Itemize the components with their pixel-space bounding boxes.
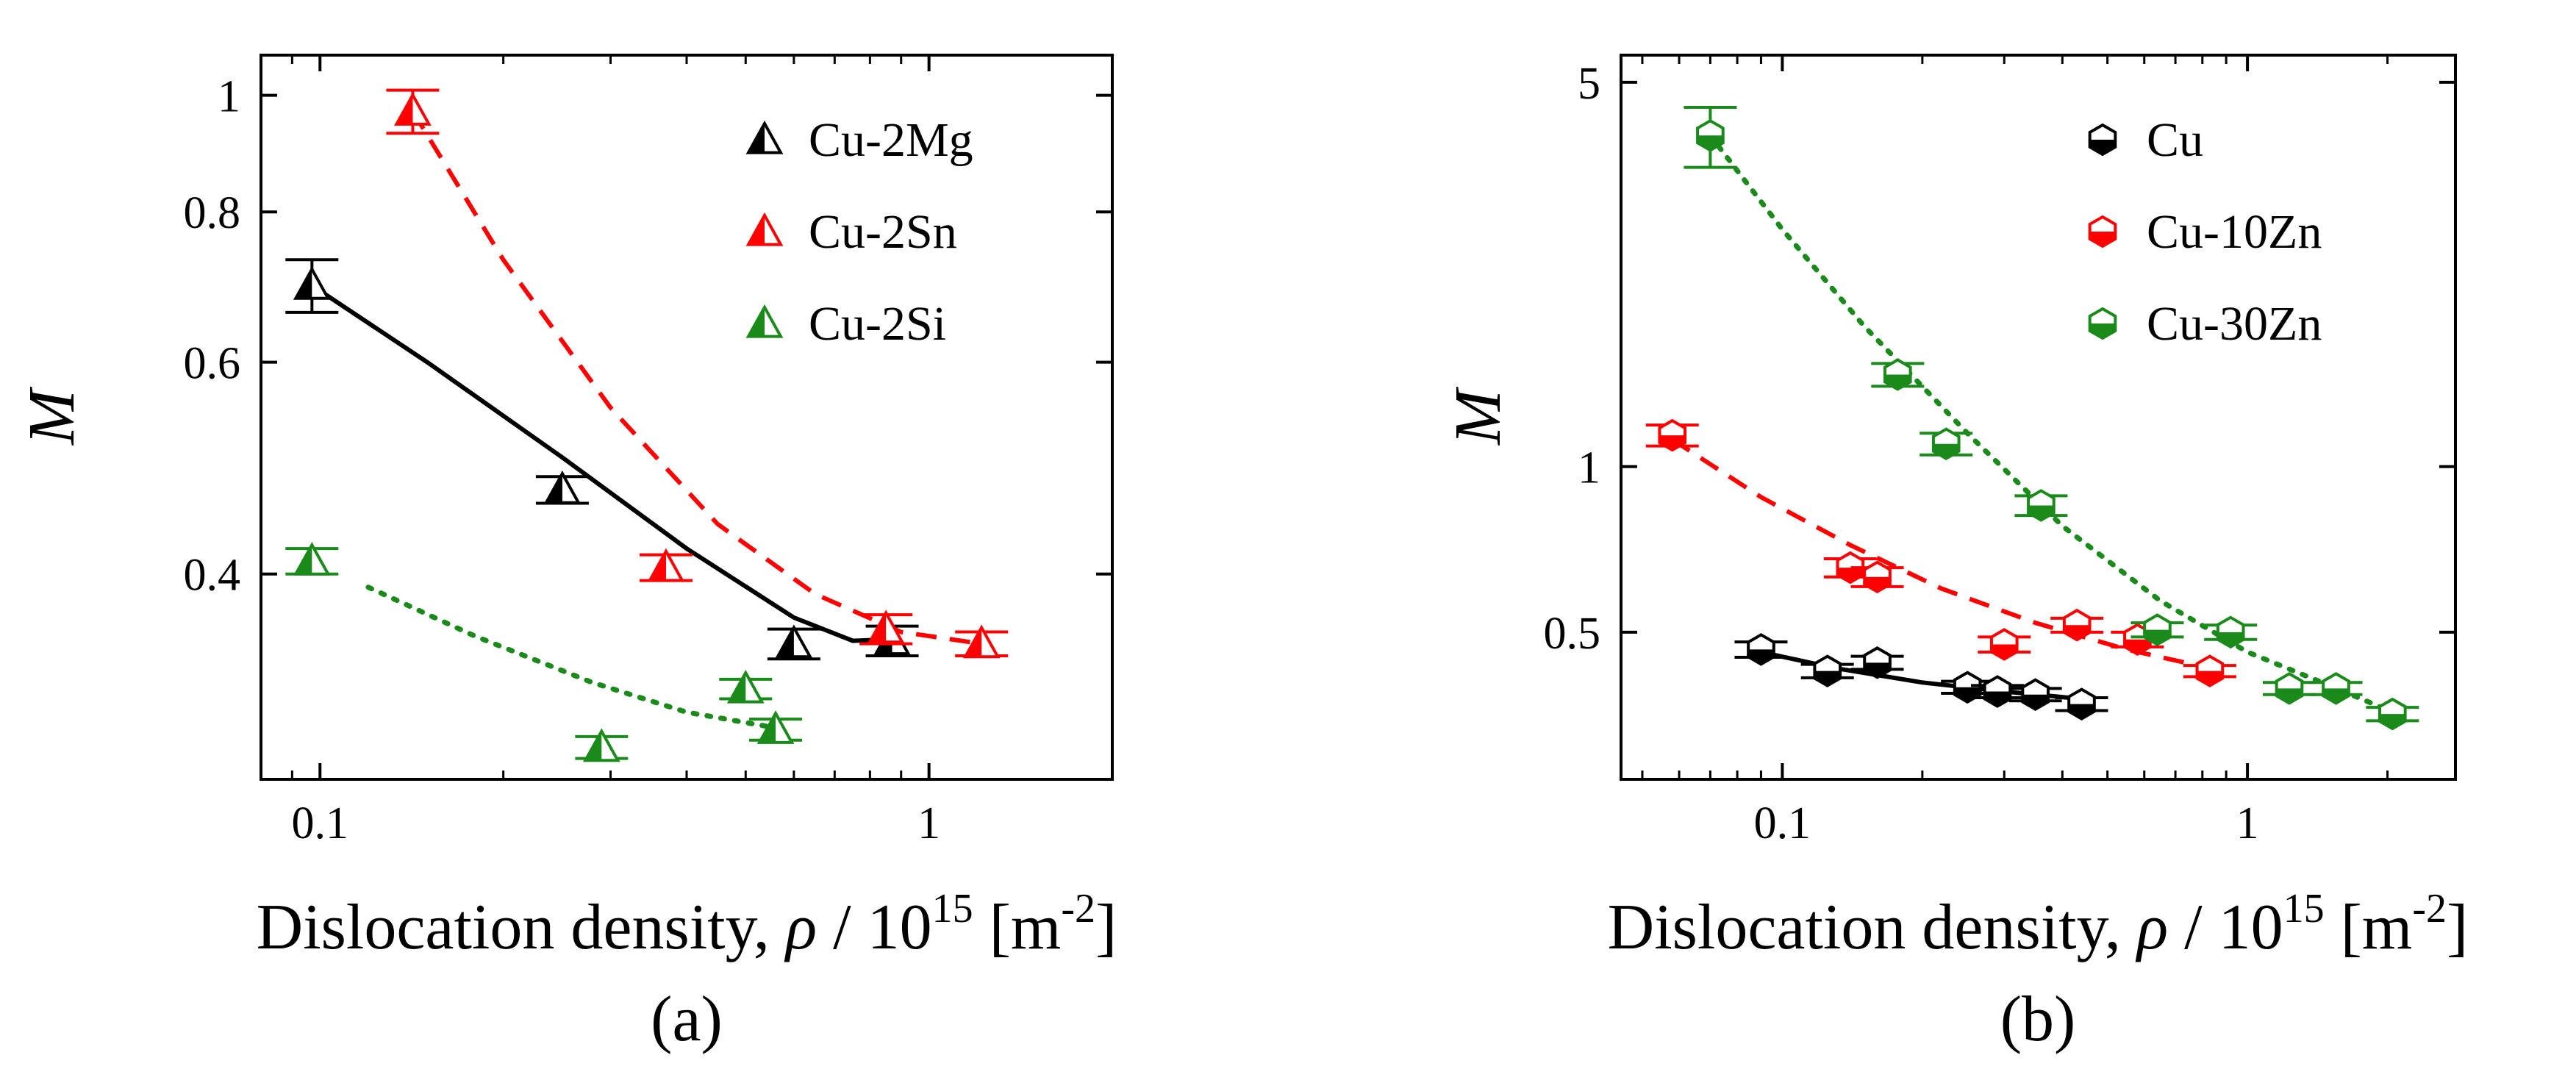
data-point	[775, 624, 813, 659]
panel-a-fit-curves	[310, 110, 982, 731]
y-tick-label: 0.5	[1544, 609, 1601, 659]
data-point	[2195, 654, 2225, 687]
panel-b-legend: Cu Cu-10Zn Cu-30Zn	[2088, 113, 2322, 351]
xlabel-exp: 15	[932, 886, 973, 932]
xlabel-unit-close: ]	[1095, 892, 1117, 963]
legend-label: Cu-2Mg	[809, 113, 973, 167]
data-point	[1747, 633, 1775, 666]
data-point	[1658, 418, 1687, 452]
x-tick-label: 0.1	[1754, 798, 1811, 848]
data-point	[543, 471, 582, 504]
data-point	[1696, 118, 1725, 152]
data-point	[293, 542, 331, 576]
legend-label: Cu-10Zn	[2147, 205, 2322, 259]
data-point	[867, 609, 905, 644]
data-point	[1989, 628, 2019, 661]
y-tick-label: 0.8	[184, 188, 241, 238]
data-point	[1836, 551, 1865, 584]
y-tick-label: 0.4	[184, 551, 241, 601]
y-tick-label: 0.6	[184, 339, 241, 389]
data-point	[1983, 675, 2012, 708]
panel-a-marks	[285, 88, 1009, 762]
panel-b-frame	[1620, 54, 2457, 781]
data-point	[1863, 646, 1892, 679]
xlabel-unit-exp: -2	[2412, 886, 2447, 932]
xlabel-unit-exp: -2	[1061, 886, 1095, 932]
y-tick-label: 5	[1578, 59, 1600, 109]
data-point	[756, 710, 795, 744]
xlabel-exp: 15	[2283, 886, 2325, 932]
data-point	[1953, 671, 1982, 704]
data-point	[1813, 654, 1842, 687]
fit-curve-Cu-2Si	[365, 584, 779, 731]
xlabel-unit-close: ]	[2447, 892, 2468, 963]
panel-b-y-axis-label: M	[1442, 386, 1514, 446]
fit-curve-Cu-2Sn	[410, 110, 982, 646]
data-point	[2143, 613, 2172, 646]
xlabel-rho: ρ	[2135, 892, 2168, 963]
xlabel-main: Dislocation density,	[1608, 892, 2137, 963]
panel-a-caption: (a)	[651, 984, 723, 1055]
data-point	[1931, 427, 1961, 461]
panel-b-ticks: 0.1 1 0.5 1 5	[1544, 55, 2455, 848]
xlabel-rho: ρ	[784, 892, 817, 963]
legend-label: Cu-2Sn	[809, 205, 957, 259]
y-tick-label: 1	[1578, 443, 1600, 493]
x-tick-label: 0.1	[292, 798, 349, 848]
data-point	[962, 624, 1001, 659]
panel-a-ticks: 0.1 1 0.4 0.6 0.8 1	[184, 55, 1112, 848]
panel-b-x-axis-label: Dislocation density, ρ / 1015 [m-2]	[1608, 886, 2469, 963]
legend-label: Cu-2Si	[809, 297, 946, 351]
x-tick-label: 1	[917, 798, 940, 848]
data-point	[582, 728, 620, 762]
legend-label: Cu	[2147, 113, 2203, 167]
xlabel-mid: / 10	[2168, 892, 2283, 963]
legend-marker	[745, 120, 784, 154]
legend-marker	[2088, 123, 2117, 157]
xlabel-main: Dislocation density,	[257, 892, 786, 963]
data-point	[2378, 697, 2407, 731]
panel-a-x-axis-label: Dislocation density, ρ / 1015 [m-2]	[257, 886, 1117, 963]
legend-marker	[745, 304, 784, 338]
y-tick-label: 1	[218, 72, 240, 122]
fit-curve-Cu-30Zn	[1707, 132, 2395, 715]
xlabel-unit-open: [m	[2325, 892, 2413, 963]
legend-marker	[745, 212, 784, 246]
data-point	[293, 266, 331, 300]
legend-label: Cu-30Zn	[2147, 297, 2322, 351]
xlabel-mid: / 10	[817, 892, 931, 963]
data-point	[726, 669, 765, 704]
data-point	[2322, 672, 2350, 705]
data-point	[1883, 358, 1912, 391]
data-point	[394, 92, 432, 126]
panel-a: 0.1 1 0.4 0.6 0.8 1 Cu-2Mg Cu-2Sn Cu-2Si M Disl…	[15, 54, 1117, 1055]
panel-b-marks	[1645, 106, 2419, 731]
panel-b-caption: (b)	[2000, 984, 2076, 1055]
x-tick-label: 1	[2236, 798, 2259, 848]
data-point	[2216, 615, 2245, 649]
panel-a-legend: Cu-2Mg Cu-2Sn Cu-2Si	[745, 113, 973, 351]
data-point	[1863, 560, 1892, 594]
fit-curve-Cu-2Mg	[310, 283, 892, 643]
data-point	[647, 548, 685, 582]
data-point	[2027, 489, 2056, 522]
data-point	[2062, 608, 2092, 642]
legend-marker	[2088, 215, 2117, 249]
xlabel-unit-open: [m	[973, 892, 1062, 963]
legend-marker	[2088, 307, 2117, 340]
fit-curve-Cu-10Zn	[1671, 437, 2211, 671]
data-point	[2067, 687, 2096, 721]
panel-a-y-axis-label: M	[15, 386, 88, 446]
data-point	[2275, 672, 2304, 705]
data-point	[2021, 678, 2050, 712]
